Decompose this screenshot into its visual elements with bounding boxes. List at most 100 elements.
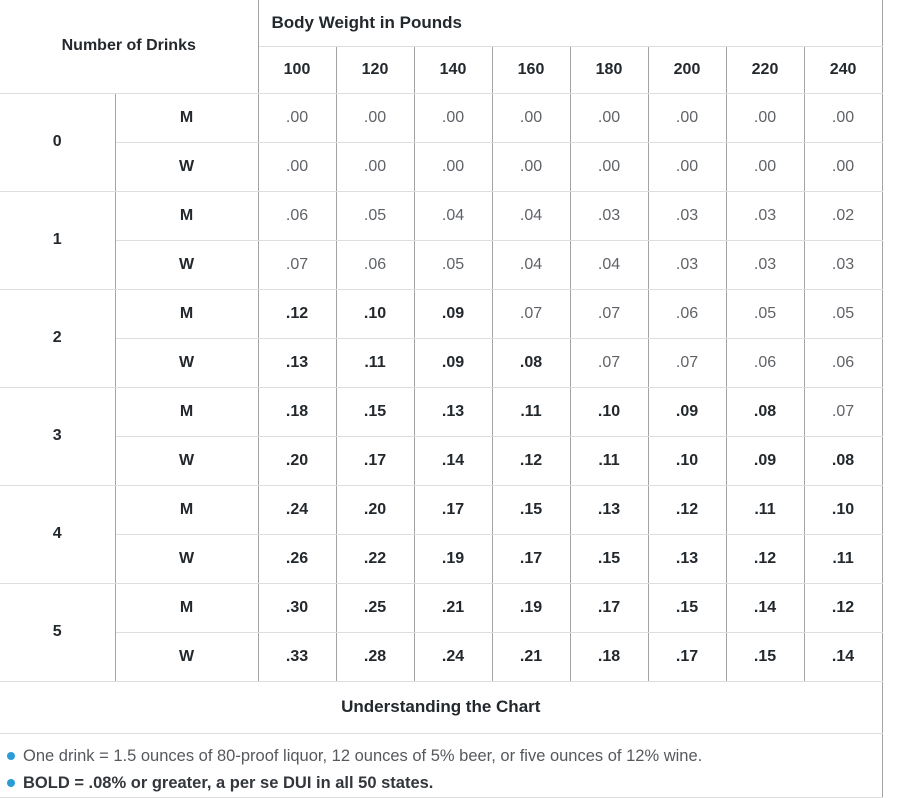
bac-value-cell: .18: [258, 387, 337, 437]
bac-value-cell: .15: [570, 534, 649, 584]
drinks-count-cell: 0: [0, 93, 116, 192]
sex-label-cell: W: [115, 436, 259, 486]
bac-value-cell: .33: [258, 632, 337, 682]
bac-value-cell: .11: [492, 387, 571, 437]
bac-value-cell: .06: [336, 240, 415, 290]
bac-value-cell: .02: [804, 191, 883, 241]
bac-value-cell: .10: [648, 436, 727, 486]
bac-value-cell: .12: [648, 485, 727, 535]
bac-value-cell: .00: [492, 93, 571, 143]
drinks-count-cell: 5: [0, 583, 116, 682]
footer-notes-cell: One drink = 1.5 ounces of 80-proof liquo…: [0, 733, 883, 798]
weight-col-220: 220: [726, 46, 805, 94]
bac-value-cell: .13: [414, 387, 493, 437]
bac-value-cell: .09: [648, 387, 727, 437]
bac-value-cell: .22: [336, 534, 415, 584]
table-row: 3 M .18 .15 .13 .11 .10 .09 .08 .07: [0, 387, 883, 486]
bac-value-cell: .00: [648, 142, 727, 192]
weight-col-180: 180: [570, 46, 649, 94]
bac-value-cell: .17: [414, 485, 493, 535]
bac-value-cell: .05: [726, 289, 805, 339]
footer-title-row: Understanding the Chart: [0, 681, 883, 734]
sex-label-cell: W: [115, 338, 259, 388]
bac-value-cell: .04: [492, 191, 571, 241]
notes-list: One drink = 1.5 ounces of 80-proof liquo…: [6, 743, 874, 796]
bac-value-cell: .24: [414, 632, 493, 682]
bac-value-cell: .11: [726, 485, 805, 535]
bac-value-cell: .13: [570, 485, 649, 535]
bac-value-cell: .08: [726, 387, 805, 437]
table-row: W .33 .28 .24 .21 .18 .17 .15 .14: [0, 632, 883, 682]
bac-value-cell: .06: [804, 338, 883, 388]
bac-value-cell: .21: [492, 632, 571, 682]
drinks-count-cell: 2: [0, 289, 116, 388]
bac-value-cell: .00: [414, 93, 493, 143]
bac-value-cell: .14: [414, 436, 493, 486]
table-row: W .26 .22 .19 .17 .15 .13 .12 .11: [0, 534, 883, 584]
bac-value-cell: .11: [570, 436, 649, 486]
bac-value-cell: .15: [726, 632, 805, 682]
header-row-top: Number of Drinks Body Weight in Pounds: [0, 0, 883, 94]
sex-label-cell: W: [115, 632, 259, 682]
bac-value-cell: .08: [804, 436, 883, 486]
bac-value-cell: .17: [336, 436, 415, 486]
bac-value-cell: .07: [648, 338, 727, 388]
bac-value-cell: .00: [258, 93, 337, 143]
bac-value-cell: .18: [570, 632, 649, 682]
table-row: 4 M .24 .20 .17 .15 .13 .12 .11 .10: [0, 485, 883, 584]
table-row: W .13 .11 .09 .08 .07 .07 .06 .06: [0, 338, 883, 388]
bac-value-cell: .03: [648, 191, 727, 241]
bac-value-cell: .03: [648, 240, 727, 290]
bac-value-cell: .14: [726, 583, 805, 633]
bac-value-cell: .06: [258, 191, 337, 241]
table-row: 0 M .00 .00 .00 .00 .00 .00 .00 .00: [0, 93, 883, 192]
bac-value-cell: .04: [570, 240, 649, 290]
weight-col-240: 240: [804, 46, 883, 94]
drinks-count-cell: 1: [0, 191, 116, 290]
bac-value-cell: .10: [804, 485, 883, 535]
bac-value-cell: .15: [336, 387, 415, 437]
note-text: BOLD = .08% or greater, a per se DUI in …: [23, 773, 434, 792]
bac-value-cell: .00: [258, 142, 337, 192]
bac-value-cell: .09: [414, 289, 493, 339]
bac-value-cell: .26: [258, 534, 337, 584]
bac-value-cell: .24: [258, 485, 337, 535]
bac-value-cell: .09: [414, 338, 493, 388]
table-row: W .07 .06 .05 .04 .04 .03 .03 .03: [0, 240, 883, 290]
bac-value-cell: .06: [726, 338, 805, 388]
bac-value-cell: .19: [492, 583, 571, 633]
table-row: 2 M .12 .10 .09 .07 .07 .06 .05 .05: [0, 289, 883, 388]
bullet-icon: [7, 751, 15, 760]
table-row: 5 M .30 .25 .21 .19 .17 .15 .14 .12: [0, 583, 883, 682]
bac-value-cell: .00: [336, 142, 415, 192]
bac-value-cell: .00: [804, 93, 883, 143]
drinks-count-cell: 4: [0, 485, 116, 584]
bac-value-cell: .10: [336, 289, 415, 339]
weight-col-200: 200: [648, 46, 727, 94]
bac-value-cell: .00: [570, 142, 649, 192]
bac-value-cell: .06: [648, 289, 727, 339]
footer-title: Understanding the Chart: [0, 681, 883, 734]
drinks-count-cell: 3: [0, 387, 116, 486]
sex-label-cell: M: [115, 485, 259, 535]
bac-value-cell: .00: [492, 142, 571, 192]
bac-value-cell: .12: [492, 436, 571, 486]
bac-value-cell: .20: [258, 436, 337, 486]
bac-value-cell: .12: [726, 534, 805, 584]
sex-label-cell: W: [115, 142, 259, 192]
bac-value-cell: .05: [336, 191, 415, 241]
bac-value-cell: .07: [570, 338, 649, 388]
bac-value-cell: .08: [492, 338, 571, 388]
bac-value-cell: .07: [804, 387, 883, 437]
bac-value-cell: .12: [804, 583, 883, 633]
bac-value-cell: .07: [570, 289, 649, 339]
bac-value-cell: .15: [648, 583, 727, 633]
weight-col-100: 100: [258, 46, 337, 94]
bac-value-cell: .07: [492, 289, 571, 339]
weight-col-120: 120: [336, 46, 415, 94]
bac-value-cell: .10: [570, 387, 649, 437]
bac-value-cell: .21: [414, 583, 493, 633]
bac-value-cell: .13: [258, 338, 337, 388]
bac-value-cell: .13: [648, 534, 727, 584]
footer-notes-row: One drink = 1.5 ounces of 80-proof liquo…: [0, 733, 883, 798]
